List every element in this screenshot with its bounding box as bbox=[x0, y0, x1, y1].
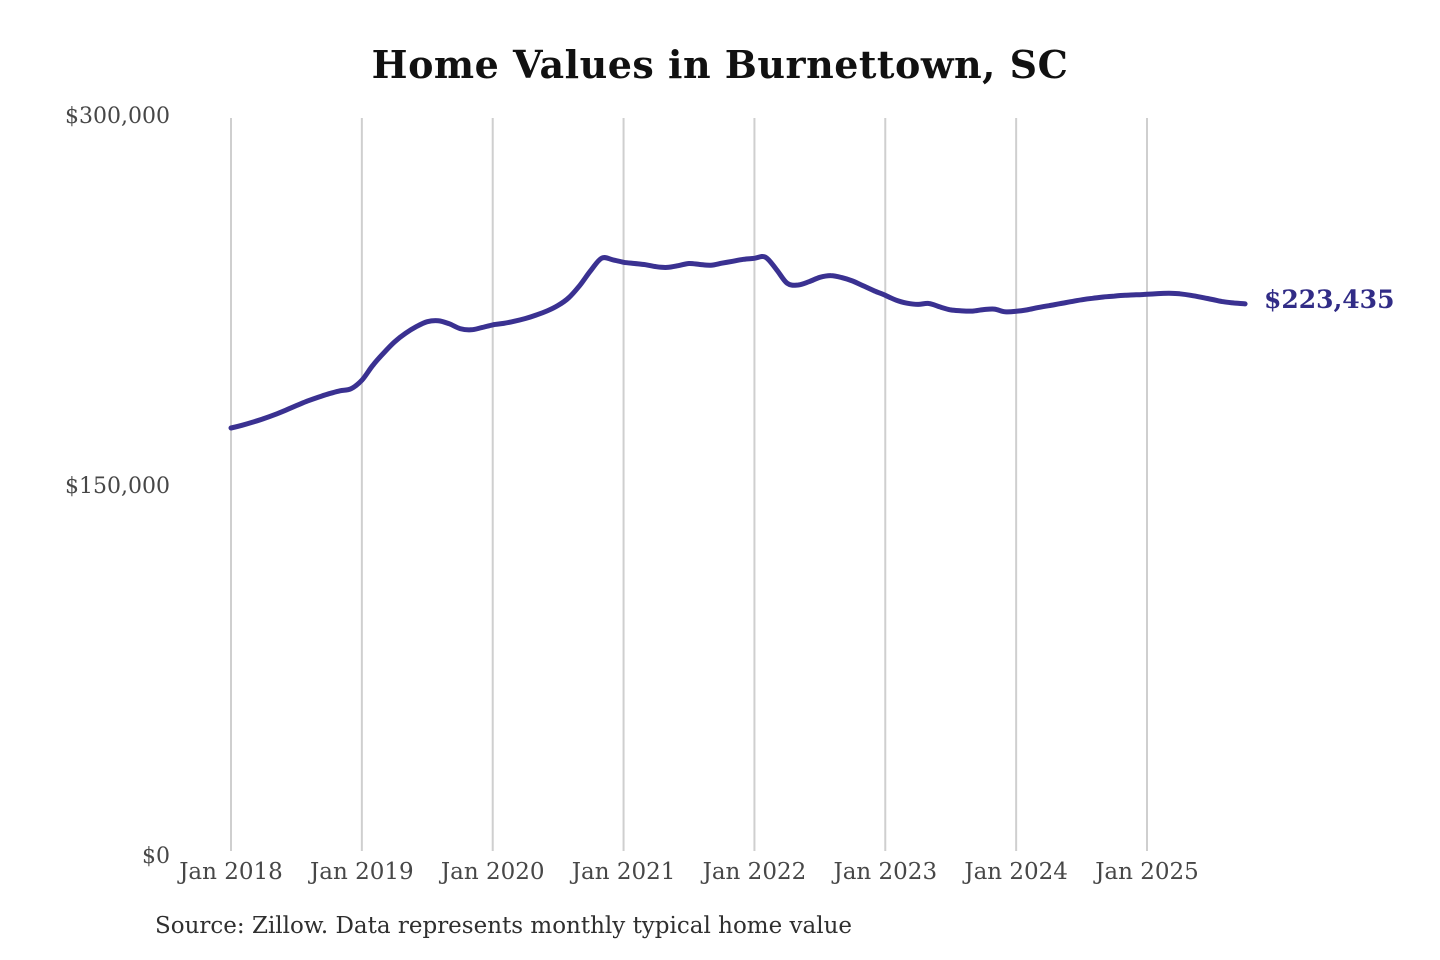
latest-value-label: $223,435 bbox=[1264, 285, 1395, 314]
home-value-line bbox=[228, 253, 1248, 431]
source-note: Source: Zillow. Data represents monthly … bbox=[155, 913, 853, 939]
x-axis-tick-label: Jan 2020 bbox=[439, 859, 545, 885]
x-axis-tick-label: Jan 2023 bbox=[831, 859, 937, 885]
y-axis-tick-label: $150,000 bbox=[65, 474, 170, 499]
x-axis-tick-label: Jan 2025 bbox=[1093, 859, 1199, 885]
x-axis-tick-label: Jan 2024 bbox=[962, 859, 1068, 885]
y-axis-tick-label: $0 bbox=[142, 844, 170, 869]
chart-title: Home Values in Burnettown, SC bbox=[371, 42, 1069, 87]
x-axis-tick-label: Jan 2018 bbox=[177, 859, 283, 885]
x-axis-tick-label: Jan 2021 bbox=[570, 859, 676, 885]
y-axis-tick-label: $300,000 bbox=[65, 104, 170, 129]
x-axis-tick-label: Jan 2019 bbox=[308, 859, 414, 885]
x-axis-tick-label: Jan 2022 bbox=[701, 859, 807, 885]
